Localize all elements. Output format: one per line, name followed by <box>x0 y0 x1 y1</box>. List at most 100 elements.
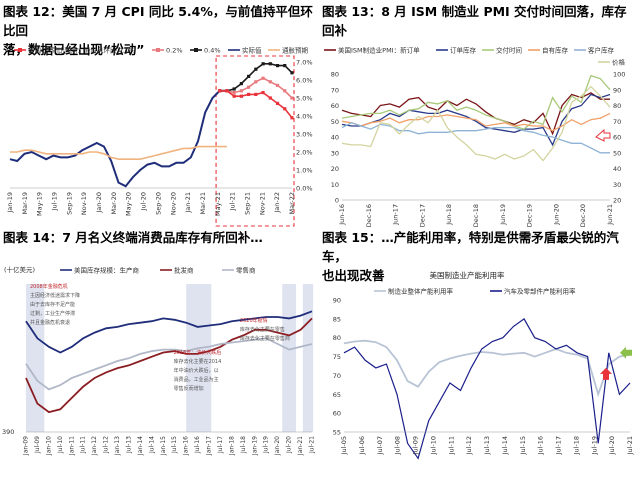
ism-y-left-tick-5: 50 <box>331 118 339 126</box>
legend-wholesalers-label: 批发商 <box>174 265 194 274</box>
capacity-x-tick-9: Jul-14 <box>501 436 509 455</box>
cpi-point-2-10 <box>290 71 294 75</box>
capacity-x-tick-4: Jul-09 <box>412 436 420 455</box>
cpi-x-tick-19: Mar-22 <box>288 192 296 214</box>
inventory-annotation-2-line-0: 2016年：油价大跌后 <box>174 349 222 356</box>
inventory-x-tick-8: Jan-13 <box>114 436 121 456</box>
inventory-chart: (十亿美元) 美国库存规模：生产商 批发商 零售商 2008年金融危机主因经济低迷需求下… <box>2 265 316 456</box>
ism-series-5 <box>341 85 611 162</box>
legend-expectation-label: 通胀预期 <box>282 45 309 54</box>
inventory-y-tick-bottom: 390 <box>2 428 14 436</box>
cpi-point-3-10 <box>290 96 294 100</box>
capacity-series-1 <box>343 318 631 460</box>
capacity-y-tick-2: 65 <box>333 391 341 399</box>
inventory-x-tick-2: Jan-10 <box>45 436 52 456</box>
inventory-x-tick-6: Jan-12 <box>91 436 98 456</box>
capacity-y-tick-4: 75 <box>333 353 341 361</box>
inventory-series-0 <box>25 310 313 354</box>
cpi-y-tick-1: 1.0% <box>296 167 313 175</box>
capacity-x-tick-11: Jul-16 <box>537 436 545 455</box>
cpi-x-tick-14: May-21 <box>214 192 222 216</box>
inventory-unit-label: (十亿美元) <box>4 265 35 274</box>
cpi-x-tick-9: Jul-20 <box>140 192 148 211</box>
cpi-x-tick-15: Jul-21 <box>229 192 237 211</box>
cpi-point-2-4 <box>247 74 251 78</box>
cpi-y-tick-2: 2.0% <box>296 149 313 157</box>
legend-forecast-0-4-label: 0.4% <box>204 46 221 54</box>
cpi-x-tick-0: Jan-19 <box>6 192 14 214</box>
inventory-annotation-0-line-4: 并且金融危机衰退 <box>30 319 70 326</box>
cpi-x-tick-6: Jan-20 <box>95 192 103 214</box>
inventory-x-tick-16: Jan-17 <box>206 436 213 456</box>
down-arrow-icon <box>595 128 611 142</box>
ism-x-tick-5: Dec-18 <box>472 204 480 227</box>
legend-actual-label: 实际值 <box>242 45 262 54</box>
cpi-x-tick-1: Mar-19 <box>21 192 29 214</box>
legend-new-orders-label: 美国ISM制造业PMI：新订单 <box>338 45 420 54</box>
ism-y-right-tick-2: 40 <box>613 165 621 173</box>
cpi-point-4-4 <box>247 92 251 96</box>
cpi-point-4-10 <box>290 116 294 120</box>
ism-x-tick-6: Jun-19 <box>499 204 507 226</box>
cpi-x-tick-3: Jul-19 <box>51 192 59 211</box>
up-arrow-icon <box>620 346 632 359</box>
panel-14-title: 图表 14：7 月名义终端消费品库存有所回补… <box>3 228 319 247</box>
inventory-annotation-2-line-4: 零售反而增加 <box>174 385 204 392</box>
highlight-box <box>215 55 295 227</box>
inventory-x-tick-25: Jul-21 <box>309 436 316 454</box>
cpi-x-tick-5: Nov-19 <box>80 192 88 215</box>
inventory-x-tick-9: Jul-13 <box>125 436 132 454</box>
cpi-point-4-7 <box>268 96 272 100</box>
legend-inventory-label: 自有库存 <box>542 45 569 54</box>
capacity-y-tick-5: 80 <box>333 334 341 342</box>
cpi-point-4-6 <box>261 91 265 95</box>
legend-backlog-label: 订单库存 <box>450 45 477 54</box>
inventory-annotation-0-line-3: 过剩，工业生产停滞 <box>30 310 75 317</box>
cpi-x-tick-10: Sep-20 <box>154 192 162 215</box>
legend-forecast-0-1-marker <box>18 48 22 52</box>
panel-12-title-line-2: 落，数据已经出现“松动” <box>3 42 145 57</box>
inventory-x-tick-10: Jan-14 <box>137 436 144 456</box>
ism-x-tick-4: Jun-18 <box>445 204 453 226</box>
capacity-y-tick-0: 55 <box>333 429 341 437</box>
inventory-series-2 <box>25 337 313 391</box>
legend-overall-label: 制造业整体产能利用率 <box>388 286 454 295</box>
capacity-x-tick-14: Jul-19 <box>590 436 598 455</box>
inventory-x-tick-5: Jul-11 <box>80 436 87 454</box>
inventory-x-tick-20: Jan-19 <box>251 436 258 456</box>
inventory-annotation-1-line-1: 库存去化主要在零售 <box>240 326 285 333</box>
inventory-x-tick-18: Jan-18 <box>228 436 235 456</box>
cpi-y-tick-0: 0.0% <box>296 185 313 193</box>
ism-x-tick-10: Jun-21 <box>606 204 614 226</box>
cpi-point-2-2 <box>232 87 236 91</box>
panel-15-title-line-1: 图表 15：…产能利用率，特别是供需矛盾最尖锐的汽车， <box>322 230 619 264</box>
ism-y-left-tick-3: 30 <box>331 149 339 157</box>
inventory-x-tick-24: Jan-21 <box>297 436 304 456</box>
cpi-point-3-7 <box>268 80 272 84</box>
legend-delivery-label: 交付时间 <box>496 45 522 54</box>
inventory-x-tick-0: Jan-09 <box>23 436 30 456</box>
ism-x-tick-0: Jun-16 <box>338 204 346 226</box>
capacity-x-tick-8: Jul-13 <box>483 436 491 455</box>
capacity-x-tick-1: Jul-06 <box>358 436 366 455</box>
legend-customer-inventory-label: 客户库存 <box>588 45 615 54</box>
panel-12-title: 图表 12：美国 7 月 CPI 同比 5.4%，与前值持平但环比回 落，数据已… <box>3 2 319 59</box>
ism-y-left-tick-4: 40 <box>331 134 339 142</box>
capacity-x-tick-5: Jul-10 <box>429 436 437 455</box>
capacity-x-tick-15: Jul-20 <box>608 436 616 455</box>
cpi-y-tick-5: 5.0% <box>296 95 313 103</box>
cpi-point-2-5 <box>254 67 258 71</box>
ism-y-left-tick-7: 70 <box>331 86 339 94</box>
panel-12-title-line-1: 图表 12：美国 7 月 CPI 同比 5.4%，与前值持平但环比回 <box>3 4 313 38</box>
cpi-point-3-9 <box>283 89 287 93</box>
inventory-x-tick-11: Jul-14 <box>148 436 155 454</box>
inventory-annotation-0-line-2: 由于去库存不足产能 <box>30 301 75 308</box>
inventory-annotation-2-line-2: 年中油价大跌后，以 <box>174 367 219 374</box>
ism-x-tick-9: Dec-20 <box>579 204 587 227</box>
capacity-x-tick-13: Jul-18 <box>572 436 580 455</box>
cpi-point-2-3 <box>239 82 243 86</box>
ism-x-tick-2: Jun-17 <box>392 204 400 226</box>
inventory-series-1 <box>25 317 313 414</box>
